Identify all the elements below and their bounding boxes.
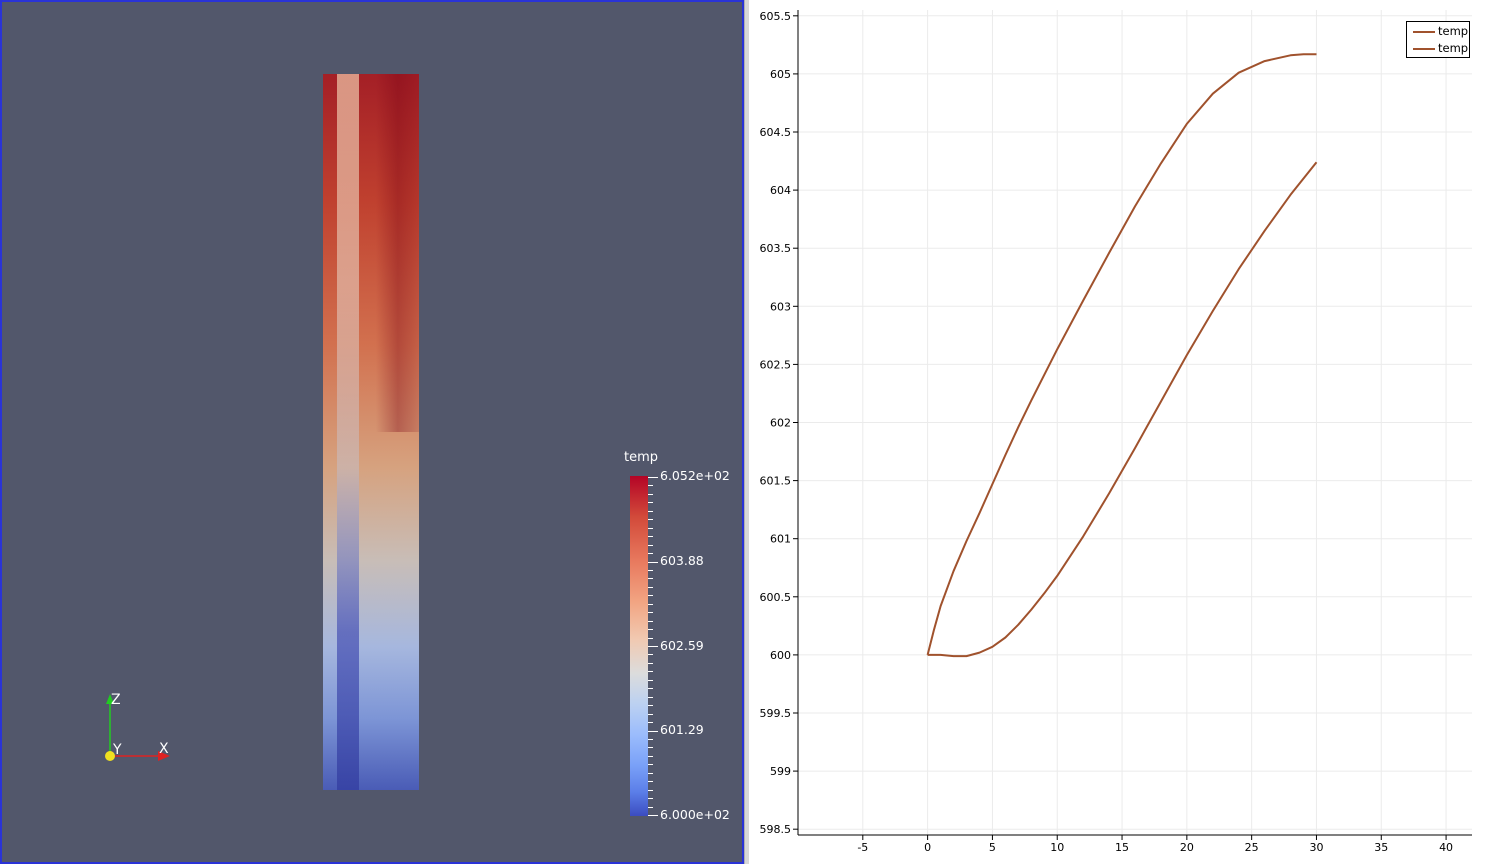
x-axis-label: X xyxy=(159,741,169,757)
y-tick-label: 604 xyxy=(770,184,791,197)
color-legend-label: 602.59 xyxy=(660,638,704,653)
legend-label: temp xyxy=(1438,24,1469,38)
y-axis-dot xyxy=(105,751,115,761)
color-legend-minor-tick xyxy=(648,510,653,512)
color-legend-label: 603.88 xyxy=(660,553,704,568)
x-tick-label: -5 xyxy=(857,841,868,854)
legend-label: temp xyxy=(1438,41,1469,55)
color-legend-minor-tick xyxy=(648,747,653,749)
color-legend-label-max: 6.052e+02 xyxy=(660,468,730,483)
y-axis-label: Y xyxy=(113,742,122,758)
color-legend-minor-tick xyxy=(648,798,653,800)
color-legend-major-tick xyxy=(648,646,658,647)
color-legend-minor-tick xyxy=(648,696,653,698)
color-legend-minor-tick xyxy=(648,671,653,673)
color-legend-minor-tick xyxy=(648,738,653,740)
x-axis-arrow xyxy=(158,751,170,761)
color-legend-minor-tick xyxy=(648,502,653,504)
y-tick-label: 600.5 xyxy=(760,591,792,604)
color-legend-title: temp xyxy=(624,450,659,465)
color-legend-minor-tick xyxy=(648,569,653,571)
legend-entry: temp xyxy=(1411,40,1469,56)
color-legend-minor-tick xyxy=(648,595,653,597)
color-legend-minor-tick xyxy=(648,586,653,588)
color-legend-minor-tick xyxy=(648,654,653,656)
y-tick-label: 603.5 xyxy=(760,242,792,255)
color-legend-minor-tick xyxy=(648,688,653,690)
y-tick-label: 605.5 xyxy=(760,10,792,23)
y-tick-label: 601.5 xyxy=(760,475,792,488)
color-legend-minor-tick xyxy=(648,637,653,639)
color-legend-minor-tick xyxy=(648,519,653,521)
color-legend-minor-tick xyxy=(648,544,653,546)
view-splitter[interactable] xyxy=(744,0,749,864)
x-tick-label: 0 xyxy=(924,841,931,854)
render-view[interactable]: temp 6.052e+02 603.88 602.59 601.29 6.00… xyxy=(0,0,744,864)
color-legend-major-tick xyxy=(648,561,658,563)
color-legend-minor-tick xyxy=(648,705,653,707)
x-tick-label: 30 xyxy=(1309,841,1323,854)
legend-swatch xyxy=(1413,31,1435,33)
color-legend-label-min: 6.000e+02 xyxy=(660,807,730,822)
y-tick-label: 605 xyxy=(770,68,791,81)
chart-legend[interactable]: temp temp xyxy=(1406,21,1470,58)
z-axis-arrow xyxy=(106,694,114,704)
x-tick-label: 35 xyxy=(1374,841,1388,854)
color-legend-minor-tick xyxy=(648,553,653,555)
color-legend-major-tick xyxy=(648,477,658,478)
x-tick-label: 5 xyxy=(989,841,996,854)
color-legend-minor-tick xyxy=(648,662,653,664)
chart-series xyxy=(926,53,1318,658)
color-legend-minor-tick xyxy=(648,527,653,529)
y-tick-label: 601 xyxy=(770,533,791,546)
y-tick-label: 602.5 xyxy=(760,358,792,371)
color-legend-minor-tick xyxy=(648,493,653,495)
y-tick-label: 598.5 xyxy=(760,823,792,836)
color-legend-minor-tick xyxy=(648,772,653,774)
y-tick-label: 599 xyxy=(770,765,791,778)
color-legend-minor-tick xyxy=(648,764,653,766)
color-legend-minor-tick xyxy=(648,781,653,783)
temperature-field-column xyxy=(323,74,419,790)
color-legend-major-tick xyxy=(648,730,658,732)
z-axis-label: Z xyxy=(111,692,121,708)
color-legend-minor-tick xyxy=(648,536,653,538)
x-tick-label: 15 xyxy=(1115,841,1129,854)
color-legend-major-tick xyxy=(648,815,658,816)
color-legend-bar xyxy=(630,476,648,816)
color-legend-minor-tick xyxy=(648,578,653,580)
x-tick-label: 10 xyxy=(1050,841,1064,854)
orientation-axes: Z Y X xyxy=(98,690,188,770)
color-legend-minor-tick xyxy=(648,722,653,724)
series-line-temp xyxy=(927,161,1318,658)
series-line-temp xyxy=(926,53,1317,656)
color-legend-minor-tick xyxy=(648,629,653,631)
color-legend-minor-tick xyxy=(648,713,653,715)
color-legend-minor-tick xyxy=(648,485,653,487)
y-tick-label: 604.5 xyxy=(760,126,792,139)
x-tick-label: 20 xyxy=(1180,841,1194,854)
y-tick-label: 600 xyxy=(770,649,791,662)
y-tick-label: 603 xyxy=(770,300,791,313)
x-tick-label: 40 xyxy=(1439,841,1453,854)
legend-swatch xyxy=(1413,48,1435,50)
color-legend-minor-tick xyxy=(648,620,653,622)
y-tick-label: 599.5 xyxy=(760,707,792,720)
color-legend-label: 601.29 xyxy=(660,722,704,737)
line-chart-view[interactable]: 598.5 599 599.5 600 600.5 601 601.5 602 602.5 603… xyxy=(750,0,1496,864)
color-legend-minor-tick xyxy=(648,603,653,605)
color-legend-minor-tick xyxy=(648,806,653,808)
chart-axes: 598.5 599 599.5 600 600.5 601 601.5 602 602.5 603… xyxy=(760,10,1472,854)
color-legend-minor-tick xyxy=(648,789,653,791)
x-tick-label: 25 xyxy=(1245,841,1259,854)
y-tick-label: 602 xyxy=(770,417,791,430)
legend-entry: temp xyxy=(1411,23,1469,39)
color-legend-minor-tick xyxy=(648,755,653,757)
chart-grid xyxy=(798,10,1472,835)
color-legend-minor-tick xyxy=(648,612,653,614)
line-chart[interactable]: 598.5 599 599.5 600 600.5 601 601.5 602 602.5 603… xyxy=(750,0,1496,864)
color-legend-minor-tick xyxy=(648,679,653,681)
